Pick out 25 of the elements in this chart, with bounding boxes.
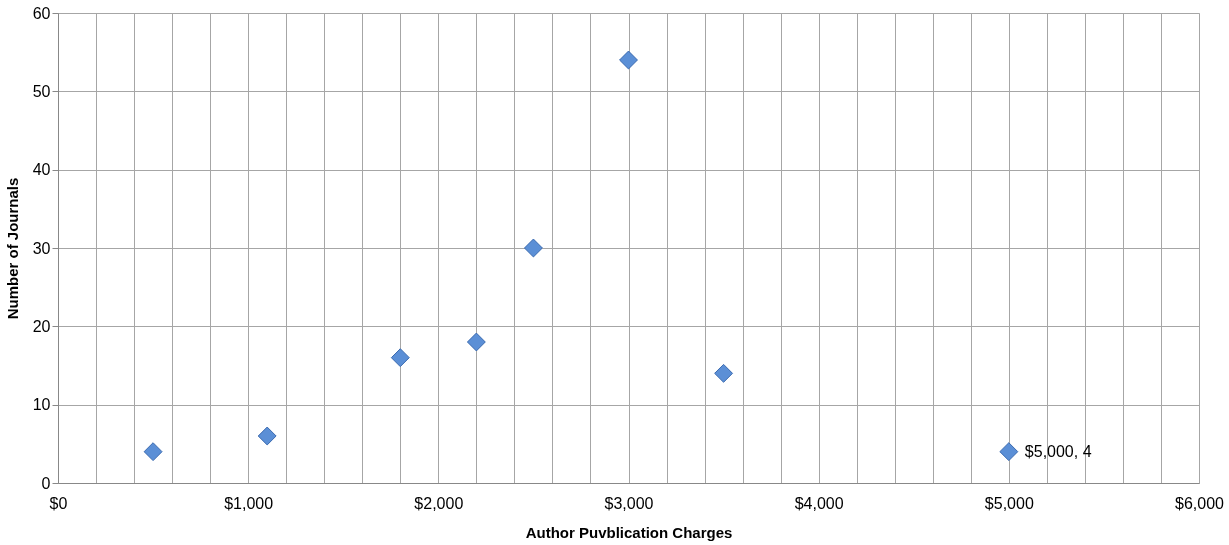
point	[714, 363, 734, 383]
x-tick-label: $1,000	[224, 494, 274, 512]
point	[619, 50, 638, 70]
x-tick-label: $5,000	[984, 494, 1034, 512]
x-tick-label: $6,000	[1175, 494, 1225, 512]
point	[999, 442, 1019, 462]
y-tick-label: 40	[32, 161, 51, 179]
x-tick-label: $3,000	[604, 494, 654, 512]
y-tick-label: 0	[41, 474, 51, 492]
y-tick-label: 50	[32, 82, 51, 100]
y-axis-title: Number of Journals	[3, 177, 21, 320]
y-tick-label: 30	[32, 239, 51, 257]
x-tick-label: $4,000	[794, 494, 844, 512]
y-tick-label: 60	[32, 4, 51, 22]
y-tick-label: 20	[32, 317, 51, 335]
y-tick-label: 10	[32, 396, 51, 414]
annotation: $5,000, 4	[1024, 442, 1092, 460]
x-tick-label: $0	[49, 494, 68, 512]
point	[523, 238, 543, 258]
x-tick-label: $2,000	[414, 494, 464, 512]
point	[390, 348, 410, 368]
point	[466, 332, 486, 352]
x-axis-title: Author Puvblication Charges	[525, 523, 733, 541]
point	[257, 426, 277, 446]
point	[143, 442, 163, 462]
